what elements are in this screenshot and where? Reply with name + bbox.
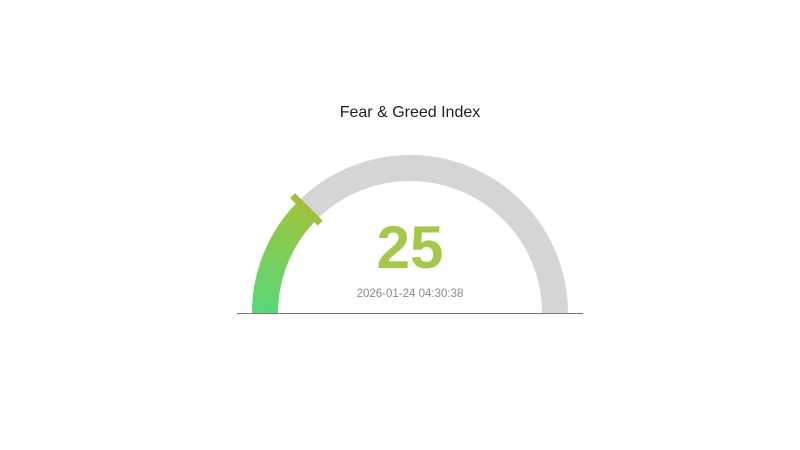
gauge-progress-arc bbox=[252, 201, 317, 314]
gauge-timestamp: 2026-01-24 04:30:38 bbox=[357, 288, 464, 300]
gauge-value-marker bbox=[290, 193, 323, 226]
gauge-value-label: 25 bbox=[377, 214, 444, 281]
chart-title: Fear & Greed Index bbox=[340, 104, 481, 121]
